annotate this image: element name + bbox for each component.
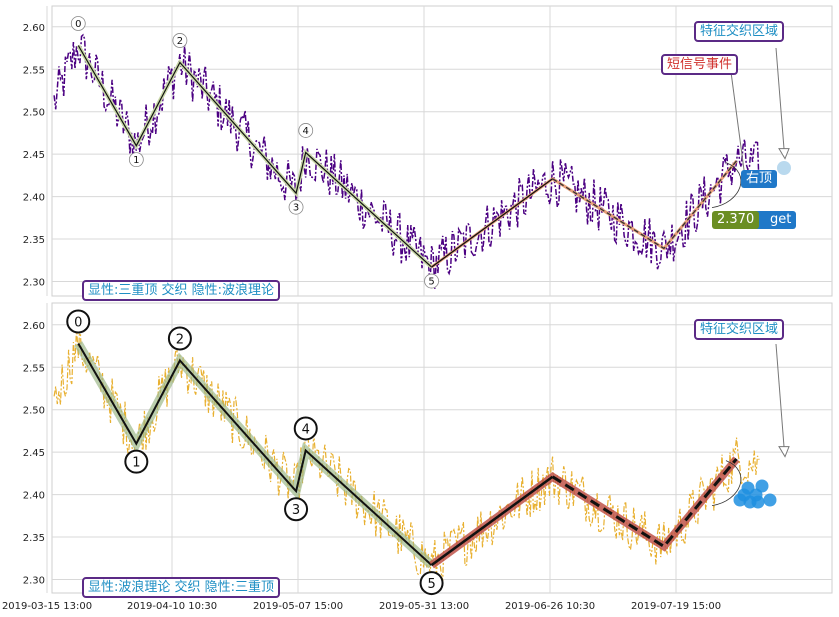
wave-label: 4 xyxy=(303,126,309,137)
wave-label: 2 xyxy=(176,332,184,347)
wave-label-circle xyxy=(419,571,444,596)
x-tick-label: 2019-05-07 15:00 xyxy=(253,601,343,612)
bottom-frame xyxy=(51,302,833,594)
triple-top-line xyxy=(430,475,554,567)
top-panel: 2.30 2.35 2.40 2.45 2.50 2.55 2.60 0 1 2 3 4 5 xyxy=(23,5,833,297)
wave-label-circle xyxy=(424,273,439,289)
wave-label-circle xyxy=(124,449,149,474)
top-frame xyxy=(51,5,833,297)
top-feature-arrow xyxy=(775,47,785,149)
bottom-y-tick-label: 2.35 xyxy=(23,533,45,544)
wave-label: 3 xyxy=(293,203,299,214)
bottom-feature-arrow xyxy=(775,343,785,447)
x-tick-label: 2019-05-31 13:00 xyxy=(379,601,469,612)
x-tick-label: 2019-03-15 13:00 xyxy=(2,601,92,612)
top-y-tick-label: 2.55 xyxy=(23,65,45,76)
bottom-feature-arrow-head xyxy=(778,446,790,458)
top-y-tick-label: 2.30 xyxy=(23,278,45,289)
wave-label: 0 xyxy=(75,19,81,30)
wave-label: 5 xyxy=(427,577,435,592)
top-legend-label: 显性:三重顶 交织 隐性:波浪理论 xyxy=(82,280,281,301)
cluster-dot xyxy=(737,488,751,502)
wave-label-circle xyxy=(298,123,314,138)
wave-label: 0 xyxy=(74,315,82,330)
top-y-tick-label: 2.35 xyxy=(23,235,45,246)
wave-label-circle xyxy=(167,326,192,351)
bottom-feature-zone-label: 特征交织区域 xyxy=(694,319,785,340)
wave-label-circle xyxy=(66,309,91,334)
top-curve-connector xyxy=(711,162,742,209)
wave-label-circle xyxy=(70,16,86,31)
bottom-y-tick-label: 2.60 xyxy=(23,321,45,332)
wave-label-circle xyxy=(172,33,188,48)
wave-label: 2 xyxy=(177,36,183,47)
bottom-y-tick-label: 2.45 xyxy=(23,448,45,459)
triple-top-line xyxy=(431,178,553,268)
wave-label: 4 xyxy=(302,422,310,437)
top-y-tick-label: 2.50 xyxy=(23,108,45,119)
x-tick-label: 2019-04-10 10:30 xyxy=(127,601,217,612)
top-feature-zone-label: 特征交织区域 xyxy=(694,21,785,42)
top-y-tick-label: 2.60 xyxy=(23,23,45,34)
top-y-tick-label: 2.40 xyxy=(23,193,45,204)
cluster-dot xyxy=(755,479,769,493)
bottom-curve-connector xyxy=(711,460,742,507)
right-top-badge: 右顶 xyxy=(741,170,778,188)
cluster-dot xyxy=(763,493,777,507)
bottom-y-tick-label: 2.40 xyxy=(23,491,45,502)
bottom-legend-label: 显性:波浪理论 交织 隐性:三重顶 xyxy=(82,577,281,598)
wave-label-circle xyxy=(128,152,144,168)
wave-label-circle xyxy=(284,497,309,522)
short-signal-arrow xyxy=(730,71,747,186)
top-y-tick-label: 2.45 xyxy=(23,150,45,161)
bottom-y-tick-label: 2.55 xyxy=(23,363,45,374)
wave-line xyxy=(77,45,433,268)
wave-label: 1 xyxy=(132,456,140,471)
top-feature-arrow-head xyxy=(778,148,790,160)
triple-top-dash xyxy=(552,160,737,250)
wave-label-circle xyxy=(293,416,318,441)
x-tick-label: 2019-06-26 10:30 xyxy=(505,601,595,612)
signal-dot xyxy=(777,161,791,175)
top-price-series xyxy=(53,33,760,289)
x-tick-label: 2019-07-19 15:00 xyxy=(631,601,721,612)
wave-label: 3 xyxy=(292,503,300,518)
wave-label: 1 xyxy=(133,155,139,166)
bottom-panel: 2.30 2.35 2.40 2.45 2.50 2.55 2.60 0 1 2 3 4 5 xyxy=(23,302,833,596)
wave-label: 5 xyxy=(428,277,434,288)
target-value-badge: 2.370 xyxy=(712,211,760,229)
bottom-y-tick-label: 2.30 xyxy=(23,576,45,587)
bottom-y-tick-label: 2.50 xyxy=(23,406,45,417)
cluster-dot xyxy=(751,495,765,509)
wave-label-circle xyxy=(288,199,304,215)
wave-line xyxy=(77,342,433,566)
short-signal-label: 短信号事件 xyxy=(661,54,739,75)
